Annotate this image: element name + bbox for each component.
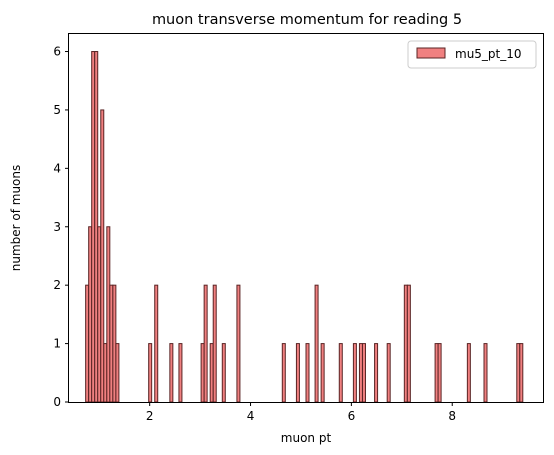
histogram-bar xyxy=(466,343,471,403)
histogram-bar xyxy=(178,343,183,403)
histogram-bar xyxy=(338,343,343,403)
histogram-bar xyxy=(295,343,300,403)
histogram-bar xyxy=(437,343,442,403)
x-tick-label: 4 xyxy=(247,409,255,423)
histogram-bar xyxy=(281,343,286,403)
histogram-bar xyxy=(212,284,217,403)
histogram-bar xyxy=(305,343,310,403)
histogram-bar xyxy=(169,343,174,403)
histogram-bar xyxy=(519,343,524,403)
histogram-bar xyxy=(203,284,208,403)
bars-group xyxy=(85,51,524,403)
legend-label: mu5_pt_10 xyxy=(455,47,522,61)
y-axis-label: number of muons xyxy=(9,165,23,272)
histogram-bar xyxy=(154,284,159,403)
histogram-bar xyxy=(221,343,226,403)
histogram-bar xyxy=(406,284,411,403)
histogram-bar xyxy=(361,343,366,403)
chart-title: muon transverse momentum for reading 5 xyxy=(152,12,462,28)
plot-frame xyxy=(68,33,544,403)
legend-swatch xyxy=(416,47,446,59)
histogram-bar xyxy=(314,284,319,403)
y-tick-label: 5 xyxy=(53,103,61,117)
x-axis: 2 4 6 8 xyxy=(146,402,456,423)
histogram-bar xyxy=(236,284,241,403)
legend: mu5_pt_10 xyxy=(407,40,537,69)
y-tick-label: 4 xyxy=(53,161,61,175)
y-axis: 0 1 2 3 4 5 6 xyxy=(53,45,69,409)
x-tick-label: 6 xyxy=(348,409,356,423)
histogram-bar xyxy=(320,343,325,403)
y-tick-label: 2 xyxy=(53,278,61,292)
y-tick-label: 6 xyxy=(53,45,61,59)
x-tick-label: 8 xyxy=(448,409,456,423)
histogram-bar xyxy=(374,343,379,403)
histogram-bar xyxy=(386,343,391,403)
histogram-bar xyxy=(483,343,488,403)
histogram-bar xyxy=(352,343,357,403)
y-tick-label: 1 xyxy=(53,337,61,351)
x-tick-label: 2 xyxy=(146,409,154,423)
y-tick-label: 0 xyxy=(53,395,61,409)
histogram-bar xyxy=(148,343,153,403)
y-tick-label: 3 xyxy=(53,220,61,234)
histogram-bar xyxy=(115,343,120,403)
x-axis-label: muon pt xyxy=(281,431,332,445)
